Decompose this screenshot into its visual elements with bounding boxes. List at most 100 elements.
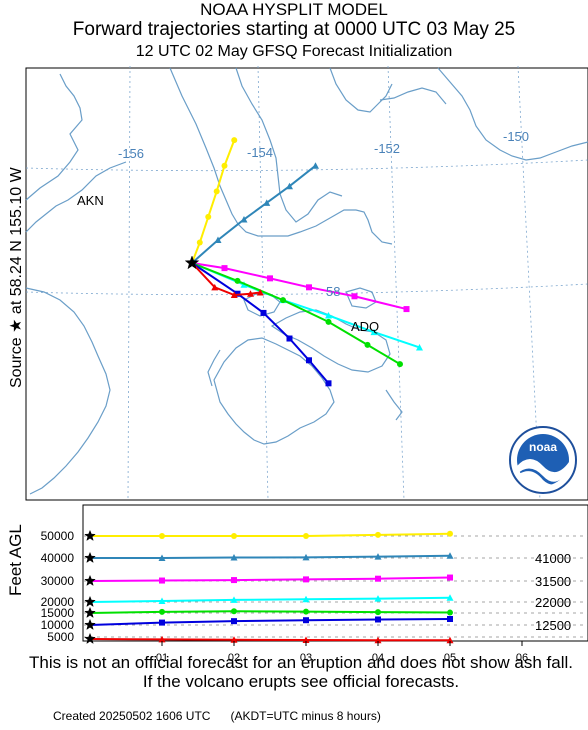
height-line-3 (89, 576, 451, 582)
trajectory-point (231, 137, 238, 144)
source-star-mark (184, 255, 200, 270)
height-point (375, 609, 381, 616)
trajectory-point (256, 288, 264, 296)
height-point (158, 597, 166, 604)
trajectory-point (325, 318, 332, 325)
height-point (374, 553, 382, 560)
coastline (25, 67, 588, 495)
height-point (230, 596, 238, 603)
height-line-4 (89, 596, 451, 603)
trajectory-point (213, 188, 220, 195)
right-height-label: 22000 (535, 595, 571, 610)
footer-created: Created 20250502 1606 UTC (AKDT=UTC minu… (53, 709, 381, 723)
y-tick-label: 40000 (41, 551, 75, 565)
height-start-star (84, 606, 96, 618)
height-start-star (84, 529, 96, 541)
lat-label-58: 58 (326, 284, 340, 299)
y-tick-label: 10000 (41, 618, 75, 632)
site-label-akn: AKN (77, 193, 104, 208)
disclaimer-text: This is not an official forecast for an … (29, 653, 573, 691)
height-point (302, 636, 310, 644)
height-frame (82, 504, 588, 642)
parallel-58-line (25, 283, 588, 296)
height-point (447, 616, 453, 622)
height-point (159, 608, 165, 615)
trajectory-tracks (191, 137, 423, 387)
trajectory-point (325, 380, 332, 387)
height-tracks (84, 529, 454, 644)
x-tick-label: 05 (444, 652, 456, 664)
trajectory-point (306, 357, 312, 364)
trajectory-point (351, 293, 358, 300)
height-point (302, 553, 310, 561)
y-axis-label: Feet AGL (6, 524, 25, 596)
map-panel: AKN ADQ -156 -154 -152 -150 58 noaa (25, 65, 588, 501)
height-start-star (84, 632, 96, 644)
y-tick-label: 20000 (41, 595, 75, 609)
y-tick-label: 50000 (41, 529, 75, 543)
noaa-logo-text: noaa (529, 440, 557, 454)
height-start-star (84, 551, 96, 563)
trajectory-point (403, 306, 410, 313)
height-start-star (84, 618, 96, 630)
x-tick-label: 01 (156, 652, 168, 664)
right-height-label: 12500 (535, 618, 571, 633)
lon-label-154: -154 (247, 145, 273, 160)
trajectory-line-1 (191, 139, 236, 264)
chart-title-model: NOAA HYSPLIT MODEL (200, 0, 388, 19)
height-point (231, 618, 237, 625)
trajectory-point (286, 182, 293, 190)
height-point (231, 533, 237, 539)
height-line-2 (90, 554, 451, 559)
y-tick-label: 30000 (41, 574, 75, 588)
x-tick-label: 02 (228, 652, 240, 664)
trajectory-point (325, 311, 332, 319)
height-point (375, 575, 381, 582)
y-tick-label: 5000 (47, 630, 74, 644)
height-x-ticks: 01 02 03 04 05 06 (156, 641, 528, 664)
trajectory-point (240, 215, 248, 223)
source-location-label: Source ★ at 58.24 N 155.10 W (8, 167, 25, 388)
meridian-line (387, 65, 405, 501)
height-point (447, 609, 453, 616)
site-label-adq: ADQ (351, 319, 379, 334)
trajectory-line-6 (191, 262, 330, 384)
trajectory-point (267, 275, 273, 282)
meridian-line (257, 65, 269, 501)
height-point (375, 616, 381, 623)
height-line-5 (89, 610, 451, 614)
height-point (446, 552, 454, 559)
height-point (447, 574, 453, 581)
height-point (303, 533, 309, 539)
height-point (303, 576, 309, 583)
trajectory-point (230, 291, 238, 298)
height-point (374, 595, 382, 602)
height-point (158, 554, 166, 561)
trajectory-point (221, 162, 228, 169)
map-frame (25, 67, 588, 501)
trajectory-point (247, 290, 254, 297)
height-point (302, 595, 310, 603)
height-start-star (84, 595, 96, 607)
trajectory-line-3 (191, 262, 407, 311)
height-point (230, 554, 238, 561)
trajectory-point (263, 199, 271, 206)
trajectory-point (280, 297, 286, 304)
x-tick-label: 03 (300, 652, 312, 664)
trajectory-point (234, 290, 241, 297)
trajectory-point (211, 283, 219, 291)
trajectory-line-2 (191, 164, 317, 264)
height-right-labels: 41000 31500 22000 12500 (535, 551, 571, 633)
x-tick-label: 04 (372, 652, 384, 664)
chart-title: Forward trajectories starting at 0000 UT… (72, 19, 516, 40)
y-tick-label: 15000 (41, 606, 75, 620)
trajectory-point (416, 343, 423, 351)
height-point (158, 635, 166, 643)
trajectory-point (286, 335, 293, 342)
height-point (230, 636, 238, 643)
map-graticule (25, 65, 588, 501)
trajectory-point (221, 265, 228, 272)
